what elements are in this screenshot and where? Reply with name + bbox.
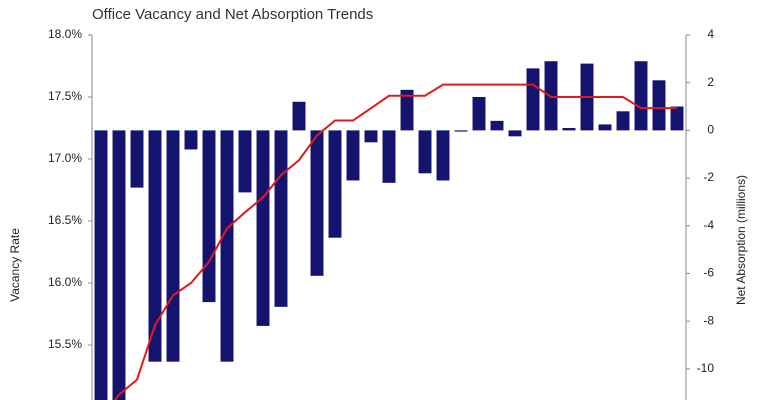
bar — [526, 68, 540, 131]
y2-tick-label: 4 — [707, 27, 714, 41]
bar — [184, 130, 198, 150]
bar — [472, 97, 486, 131]
bar — [94, 130, 108, 400]
bar — [508, 130, 522, 137]
bar — [130, 130, 144, 188]
bar — [310, 130, 324, 276]
bar — [256, 130, 270, 326]
bar — [598, 124, 612, 131]
y2-tick-label: -6 — [703, 266, 714, 280]
bar — [382, 130, 396, 183]
bar — [364, 130, 378, 143]
bar — [634, 61, 648, 131]
bar — [652, 80, 666, 131]
bar — [220, 130, 234, 362]
bar — [274, 130, 288, 307]
y2-tick-label: -4 — [703, 218, 714, 232]
bar — [400, 89, 414, 131]
y-tick-label: 18.0% — [48, 27, 82, 41]
line — [113, 83, 677, 400]
y-tick-label: 17.0% — [48, 151, 82, 165]
y2-tick-label: -8 — [703, 313, 714, 327]
y-axis-label: Vacancy Rate — [8, 228, 22, 302]
bar — [562, 128, 576, 131]
bar — [202, 130, 216, 303]
bar — [454, 130, 468, 132]
y-tick-label: 16.5% — [48, 213, 82, 227]
y-tick-label: 16.0% — [48, 275, 82, 289]
bar — [670, 106, 684, 131]
bar — [616, 111, 630, 131]
y2-axis-label: Net Absorption (millions) — [734, 175, 748, 305]
bar — [112, 130, 126, 400]
bar — [148, 130, 162, 362]
y2-tick-label: -2 — [703, 170, 714, 184]
bar — [166, 130, 180, 362]
y-tick-label: 17.5% — [48, 89, 82, 103]
y2-tick-label: 2 — [707, 75, 714, 89]
bar — [328, 130, 342, 238]
bar — [238, 130, 252, 193]
y2-tick-label: 0 — [707, 123, 714, 137]
chart-title: Office Vacancy and Net Absorption Trends — [92, 6, 373, 23]
bar — [292, 101, 306, 131]
bar — [490, 120, 504, 131]
bar — [346, 130, 360, 181]
bar — [418, 130, 432, 174]
bar — [436, 130, 450, 181]
y2-tick-label: -10 — [697, 361, 715, 375]
y-tick-label: 15.5% — [48, 337, 82, 351]
